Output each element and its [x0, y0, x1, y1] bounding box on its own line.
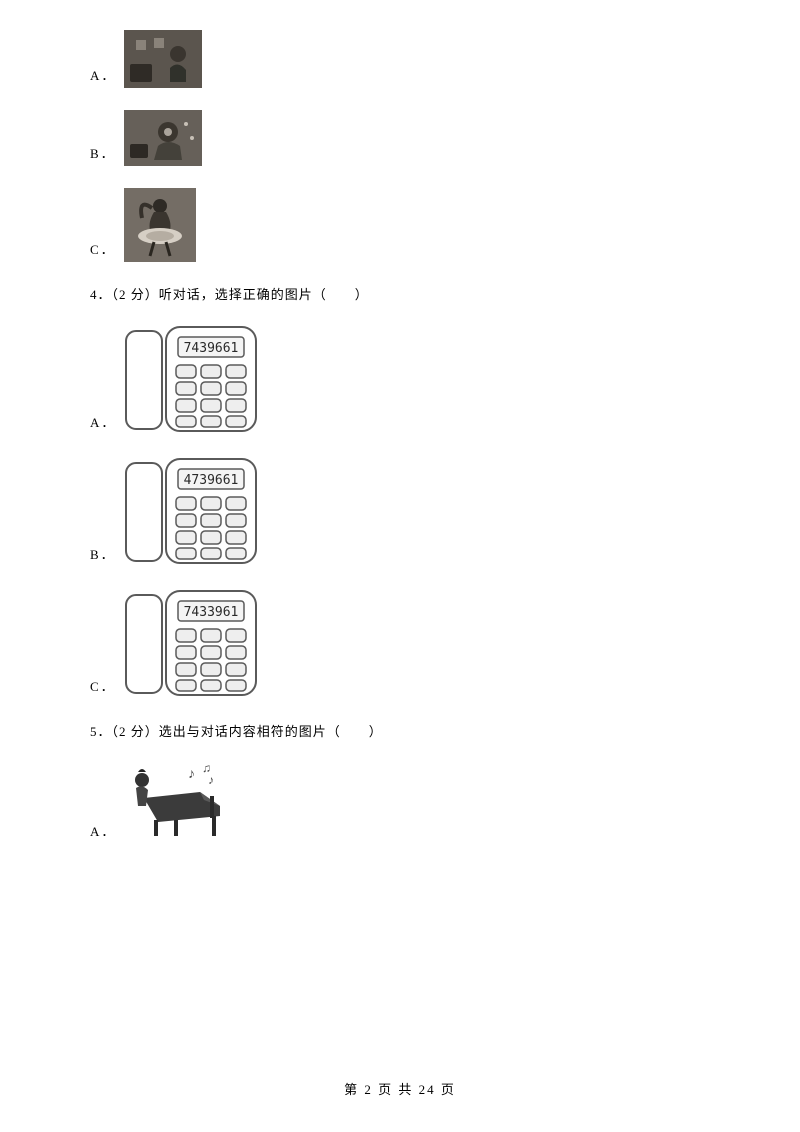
option-label: C． — [90, 239, 116, 262]
option-label: B． — [90, 143, 116, 166]
option-label: A． — [90, 65, 116, 88]
question-5-text: 5．（2 分）选出与对话内容相符的图片（ ） — [90, 721, 710, 740]
svg-text:7433961: 7433961 — [183, 605, 238, 620]
svg-text:♪: ♪ — [188, 767, 195, 782]
q4-phone-c: 7433961 — [124, 589, 260, 699]
q4-option-c[interactable]: C． 7433961 — [90, 589, 710, 699]
q4-option-a[interactable]: A． 7439661 — [90, 325, 710, 435]
svg-text:4739661: 4739661 — [183, 473, 238, 488]
page-footer: 第 2 页 共 24 页 — [0, 1079, 800, 1098]
q3-image-a — [124, 30, 202, 88]
q3-option-a[interactable]: A． — [90, 30, 710, 88]
q5-image-a: ♪ ♫ ♪ — [124, 762, 226, 844]
q3-option-c[interactable]: C． — [90, 188, 710, 262]
q3-option-b[interactable]: B． — [90, 110, 710, 166]
q4-option-b[interactable]: B． 4739661 — [90, 457, 710, 567]
option-label: B． — [90, 544, 116, 567]
question-4-text: 4．（2 分）听对话，选择正确的图片（ ） — [90, 284, 710, 303]
q4-phone-b: 4739661 — [124, 457, 260, 567]
option-label: C． — [90, 676, 116, 699]
q3-image-c — [124, 188, 196, 262]
option-label: A． — [90, 821, 116, 844]
svg-text:♪: ♪ — [208, 773, 214, 787]
q3-image-b — [124, 110, 202, 166]
svg-text:7439661: 7439661 — [184, 341, 239, 356]
q4-phone-a: 7439661 — [124, 325, 260, 435]
q5-option-a[interactable]: A． ♪ ♫ ♪ — [90, 762, 710, 844]
option-label: A． — [90, 412, 116, 435]
